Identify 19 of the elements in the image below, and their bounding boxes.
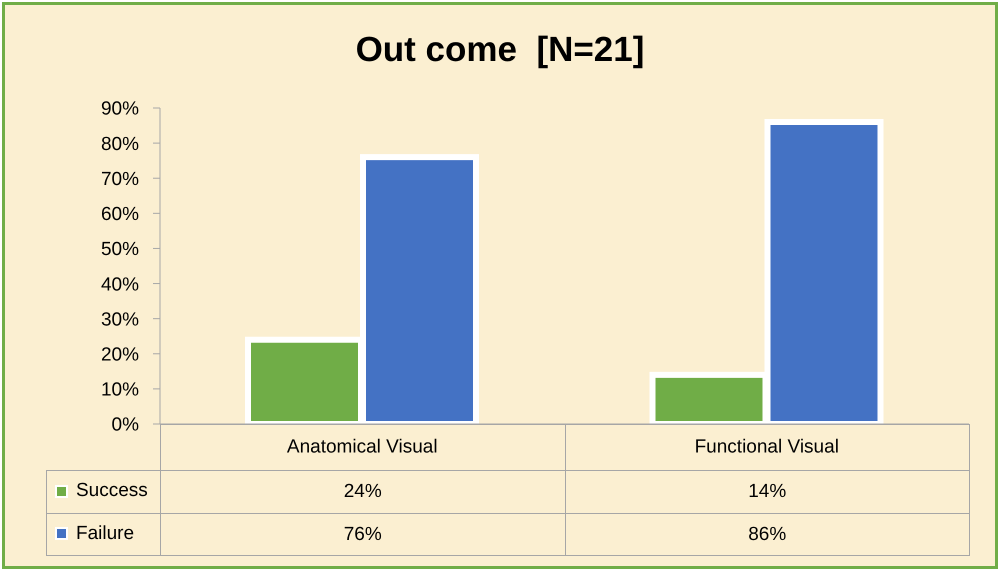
- y-tick-label: 20%: [100, 344, 140, 366]
- legend-label: Success: [76, 480, 148, 502]
- x-tick-label: Functional Visual: [694, 436, 839, 458]
- y-tick-label: 30%: [100, 309, 140, 330]
- y-tick-label: 90%: [100, 98, 140, 120]
- data-label: 86%: [748, 524, 786, 544]
- y-tick-label: 40%: [100, 274, 140, 296]
- legend-label: Failure: [76, 522, 134, 545]
- y-tick-label: 60%: [100, 204, 140, 226]
- x-tick-label: Anatomical Visual: [286, 436, 438, 458]
- data-label: 24%: [344, 481, 382, 502]
- y-tick-label: 0%: [112, 414, 140, 436]
- y-tick-label: 50%: [100, 239, 140, 260]
- y-tick-label: 10%: [100, 380, 140, 401]
- data-label: 76%: [344, 524, 382, 544]
- y-tick-label: 80%: [100, 134, 140, 155]
- chart-title: Out come [N=21]: [354, 30, 646, 70]
- data-label: 14%: [748, 481, 786, 502]
- y-tick-label: 70%: [100, 168, 140, 190]
